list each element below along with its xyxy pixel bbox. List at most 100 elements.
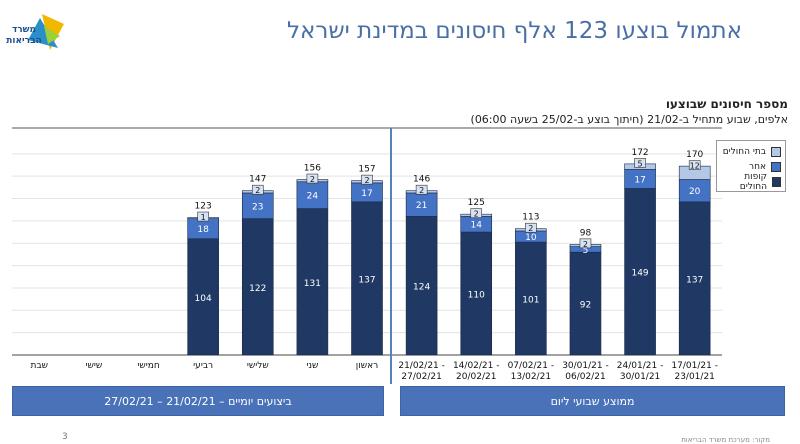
data-label-box: [197, 211, 209, 222]
data-label: 10: [525, 233, 537, 243]
data-label: 18: [197, 225, 209, 235]
total-label: 113: [522, 213, 539, 223]
x-tick-label: 30/01/21 -: [562, 361, 609, 371]
data-label-box: [688, 160, 701, 170]
x-tick-label: 21/02/21 -: [398, 361, 445, 371]
bar-segment-hmo: [515, 241, 547, 356]
bar-segment-hmo: [678, 201, 711, 356]
legend-item-hmo: קופות החולים: [721, 171, 781, 192]
data-label: 2: [583, 240, 588, 249]
bar-segment-hmo: [296, 208, 329, 356]
data-label: 17: [361, 189, 372, 199]
data-label: 12: [690, 162, 700, 171]
data-label: 2: [255, 186, 260, 195]
data-label: 2: [474, 210, 479, 219]
daily-band: ביצועים יומיים – 21/02/21 – 27/02/21: [12, 386, 384, 416]
data-label: 2: [419, 186, 424, 195]
ministry-logo: משרד הבריאות: [6, 10, 68, 56]
bar-segment-hmo: [569, 251, 602, 356]
legend-label: אחר: [749, 161, 766, 172]
footer-source: מקור: מערכת משרד הבריאות: [681, 436, 770, 444]
bar-segment-hmo: [460, 231, 493, 356]
data-label: 5: [638, 159, 643, 168]
total-label: 172: [631, 148, 648, 158]
x-tick-label: 20/02/21: [456, 372, 496, 382]
data-label: 101: [522, 296, 539, 306]
chart-legend: בתי החולים אחר קופות החולים: [716, 140, 786, 192]
x-tick-label: ראשון: [356, 361, 378, 371]
data-label: 104: [195, 294, 212, 304]
data-label-box: [251, 184, 264, 195]
x-tick-label: שני: [306, 361, 318, 371]
data-label: 5: [583, 246, 589, 256]
data-label: 2: [310, 175, 315, 184]
x-tick-label: 30/01/21: [620, 372, 660, 382]
legend-label: קופות החולים: [739, 171, 768, 192]
bar-segment-other: [241, 192, 274, 219]
legend-item-hospitals: בתי החולים: [721, 144, 781, 159]
data-label: 20: [689, 187, 701, 197]
x-tick-label: 17/01/21 -: [671, 361, 718, 371]
data-label: 110: [468, 291, 485, 301]
data-label: 92: [580, 301, 591, 311]
x-tick-label: 23/01/21: [674, 372, 714, 382]
total-label: 125: [468, 198, 485, 208]
data-label: 137: [358, 275, 375, 285]
page-number: 3: [62, 432, 68, 442]
weekly-average-band: ממוצע שבועי ליום: [400, 386, 785, 416]
data-label: 124: [413, 283, 430, 293]
x-tick-label: 14/02/21 -: [453, 361, 500, 371]
legend-swatch: [771, 161, 781, 172]
total-label: 98: [580, 228, 592, 238]
legend-swatch: [771, 146, 781, 157]
data-label-box: [361, 174, 373, 185]
data-label: 2: [528, 224, 533, 233]
logo-text-line2: הבריאות: [6, 36, 42, 46]
page-title: אתמול בוצעו 123 אלף חיסונים במדינת ישראל: [286, 18, 742, 44]
chart-title: מספר חיסונים שבוצעו: [665, 97, 788, 111]
data-label-box: [525, 222, 537, 233]
x-tick-label: 27/02/21: [401, 372, 441, 382]
x-tick-label: שישי: [86, 361, 103, 371]
total-label: 123: [195, 202, 212, 212]
x-tick-label: 07/02/21 -: [508, 361, 555, 371]
legend-item-other: אחר: [721, 159, 781, 174]
bar-segment-hmo: [351, 201, 383, 356]
x-tick-label: שלישי: [247, 361, 269, 371]
bar-segment-hmo: [624, 188, 656, 356]
bar-segment-hmo: [241, 218, 274, 356]
data-label: 122: [249, 284, 266, 294]
x-tick-label: רביעי: [193, 361, 213, 371]
x-tick-label: 24/01/21 -: [617, 361, 664, 371]
data-label: 21: [416, 201, 427, 211]
x-tick-label: חמישי: [137, 361, 160, 371]
bar-segment-other: [296, 181, 329, 209]
data-label-box: [579, 238, 592, 249]
data-label: 149: [631, 269, 648, 279]
data-label: 1: [201, 213, 206, 222]
total-label: 147: [249, 175, 266, 185]
data-label: 2: [364, 176, 369, 185]
x-tick-label: 06/02/21: [565, 372, 605, 382]
total-label: 157: [358, 165, 375, 175]
data-label: 17: [634, 175, 645, 185]
data-label-box: [634, 158, 646, 168]
x-tick-label: שבת: [31, 361, 49, 371]
daily-label: ביצועים יומיים – 21/02/21 – 27/02/21: [104, 394, 292, 408]
total-label: 170: [686, 150, 703, 160]
data-label-box: [415, 184, 428, 195]
bar-segment-hmo: [405, 216, 438, 356]
data-label: 14: [471, 221, 483, 231]
total-label: 156: [304, 164, 321, 174]
data-label-box: [470, 208, 483, 218]
total-label: 146: [413, 175, 430, 185]
legend-swatch: [772, 176, 781, 187]
data-label: 24: [307, 192, 319, 202]
data-label: 137: [686, 275, 703, 285]
logo-text-line1: משרד: [12, 25, 36, 35]
legend-label: בתי החולים: [722, 146, 766, 157]
bar-segment-hmo: [187, 238, 219, 356]
data-label: 131: [304, 279, 321, 289]
